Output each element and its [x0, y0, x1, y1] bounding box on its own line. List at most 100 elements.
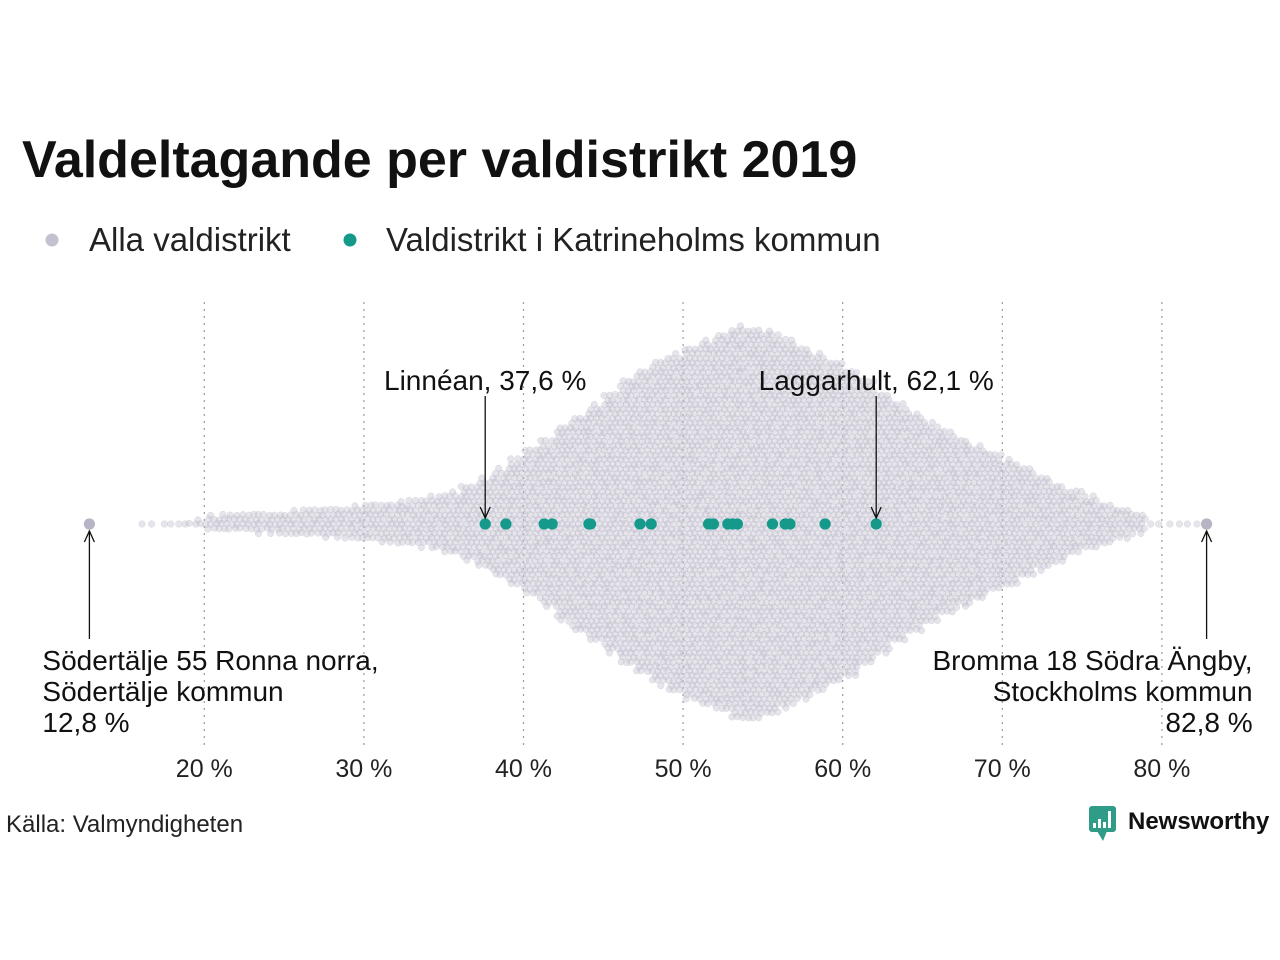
swarm-point [497, 506, 505, 514]
swarm-point [441, 538, 449, 546]
swarm-point [315, 515, 323, 523]
chart-title: Valdeltagande per valdistrikt 2019 [22, 131, 857, 189]
swarm-point [287, 529, 295, 537]
swarm-point [221, 525, 229, 533]
swarm-point [765, 327, 774, 335]
swarm-point [419, 529, 427, 537]
swarm-point [439, 516, 447, 524]
swarm-point [432, 543, 440, 551]
swarm-point [436, 529, 444, 537]
swarm-point [323, 511, 332, 519]
swarm-point [471, 516, 479, 524]
swarm-point [409, 529, 417, 537]
swarm-point [318, 511, 326, 519]
swarm-point [467, 511, 475, 519]
swarm-point [205, 515, 213, 523]
swarm-point [475, 543, 483, 551]
swarm-point [374, 534, 382, 542]
swarm-point [375, 507, 383, 515]
swarm-point [257, 516, 265, 524]
swarm-point [755, 714, 763, 722]
swarm-point [489, 483, 497, 492]
swarm-point [366, 510, 374, 518]
swarm-point [464, 497, 472, 505]
swarm-point [419, 511, 427, 519]
swarm-point [250, 521, 258, 529]
swarm-point [303, 530, 311, 538]
swarm-point [474, 557, 482, 565]
swarm-point [492, 506, 500, 514]
swarm-point [494, 556, 502, 565]
swarm-point [385, 533, 393, 542]
swarm-point [411, 507, 419, 515]
swarm-point [204, 525, 212, 533]
swarm-point [425, 520, 433, 528]
swarm-point [557, 616, 565, 624]
swarm-point [454, 534, 462, 542]
swarm-point [358, 524, 366, 532]
swarm-point [351, 529, 359, 537]
swarm-point [481, 534, 489, 542]
swarm-point [867, 658, 875, 666]
swarm-point [348, 516, 356, 524]
swarm-point [443, 543, 451, 551]
swarm-point [442, 520, 450, 528]
swarm-point [279, 515, 287, 523]
swarm-point [446, 529, 454, 537]
swarm-point [390, 534, 398, 542]
swarm-point [443, 497, 451, 505]
swarm-point [400, 533, 408, 541]
swarm-point [543, 603, 551, 611]
swarm-point [378, 538, 386, 546]
swarm-point [476, 479, 484, 487]
swarm-point [438, 506, 446, 514]
swarm-point [278, 524, 286, 532]
swarm-point [192, 520, 200, 528]
swarm-point [672, 349, 680, 358]
swarm-point [456, 520, 464, 528]
swarm-point [489, 501, 497, 509]
swarm-point [491, 497, 500, 505]
swarm-point [268, 516, 276, 524]
swarm-point [488, 538, 496, 546]
swarm-point [488, 557, 496, 565]
swarm-point [450, 497, 458, 505]
swarm-point [400, 516, 408, 524]
swarm-point [457, 538, 465, 546]
swarm-point [334, 510, 342, 518]
swarm-point [332, 515, 340, 523]
swarm-point [414, 538, 422, 546]
swarm-point [852, 671, 860, 679]
swarm-point [463, 547, 471, 555]
swarm-point [480, 553, 488, 561]
swarm-point [468, 502, 476, 510]
swarm-point [307, 529, 315, 537]
legend: Alla valdistrikt Valdistrikt i Katrineho… [45, 221, 881, 258]
swarm-point [415, 519, 423, 527]
swarm-point [397, 498, 405, 506]
swarm-point [423, 525, 431, 533]
swarm-point [404, 530, 412, 538]
swarm-point [484, 557, 492, 565]
swarm-point [441, 548, 449, 556]
swarm-point [310, 516, 319, 524]
swarm-point [383, 502, 391, 510]
swarm-point [402, 506, 410, 514]
swarm-point [366, 530, 374, 538]
swarm-point [497, 534, 505, 542]
swarm-point [361, 521, 370, 529]
swarm-point [788, 336, 796, 344]
swarm-point [438, 497, 446, 505]
swarm-point [803, 346, 811, 354]
swarm-point [473, 502, 481, 510]
swarm-point [266, 511, 274, 519]
swarm-point [467, 483, 475, 491]
swarm-point [685, 345, 693, 353]
swarm-point [271, 520, 279, 528]
swarm-point [399, 510, 407, 518]
x-gridlines [203, 302, 1163, 748]
swarm-point [447, 547, 455, 555]
swarm-point [755, 326, 763, 334]
swarm-point [324, 520, 332, 529]
swarm-point [392, 520, 401, 528]
